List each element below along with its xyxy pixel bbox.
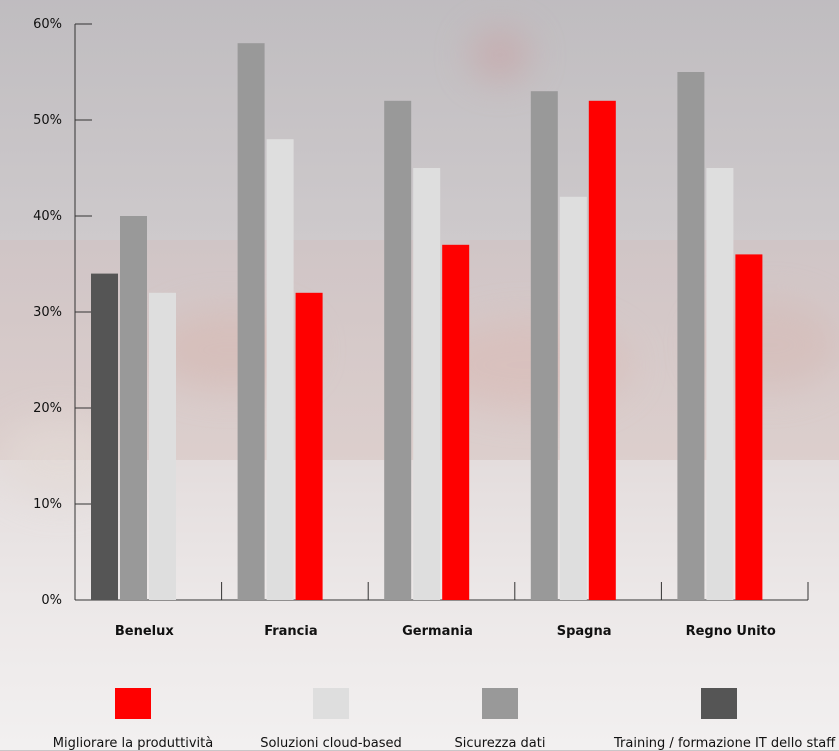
y-tick-label: 60%: [33, 17, 62, 32]
bar: [442, 244, 470, 601]
bar: [677, 72, 705, 600]
category-label: Benelux: [115, 624, 175, 639]
bar: [706, 168, 734, 600]
chart-bars: [91, 43, 763, 601]
legend-label: Training / formazione IT dello staff: [614, 736, 836, 751]
legend-swatch: [313, 688, 349, 719]
bar: [735, 254, 763, 600]
bar: [149, 292, 176, 600]
legend-label: Soluzioni cloud-based: [260, 736, 402, 751]
bar: [413, 168, 441, 600]
y-tick-label: 20%: [33, 401, 62, 416]
bar: [91, 273, 118, 600]
bar: [237, 43, 265, 600]
category-label: Regno Unito: [686, 624, 776, 639]
legend-swatch: [115, 688, 151, 719]
bar: [530, 91, 558, 600]
bar: [559, 196, 587, 601]
category-labels: Benelux Francia Germania Spagna Regno Unito: [115, 624, 776, 639]
bar: [266, 139, 294, 600]
category-label: Spagna: [557, 624, 612, 639]
y-tick-label: 50%: [33, 113, 62, 128]
legend-item-training: Training / formazione IT dello staff: [614, 688, 836, 751]
chart-legend: Migliorare la produttività Soluzioni clo…: [0, 688, 839, 751]
bar: [120, 216, 147, 600]
legend-label: Sicurezza dati: [454, 736, 546, 751]
legend-swatch: [482, 688, 518, 719]
y-axis-ticks: 0% 10% 20% 30% 40% 50% 60%: [33, 17, 92, 608]
legend-item-cloud: Soluzioni cloud-based: [226, 688, 436, 751]
category-label: Francia: [264, 624, 317, 639]
y-tick-label: 0%: [41, 593, 62, 608]
y-tick-label: 40%: [33, 209, 62, 224]
bar-chart: 0% 10% 20% 30% 40% 50% 60% Benelux Francia Germa…: [33, 17, 809, 639]
legend-label: Migliorare la produttività: [52, 736, 214, 751]
bar: [384, 100, 412, 601]
legend-item-security: Sicurezza dati: [395, 688, 605, 751]
bar: [588, 100, 616, 601]
y-tick-label: 30%: [33, 305, 62, 320]
legend-swatch: [701, 688, 737, 719]
legend-item-productivity: Migliorare la produttività: [28, 688, 238, 751]
category-label: Germania: [402, 624, 473, 639]
y-tick-label: 10%: [33, 497, 62, 512]
bar: [295, 292, 323, 600]
